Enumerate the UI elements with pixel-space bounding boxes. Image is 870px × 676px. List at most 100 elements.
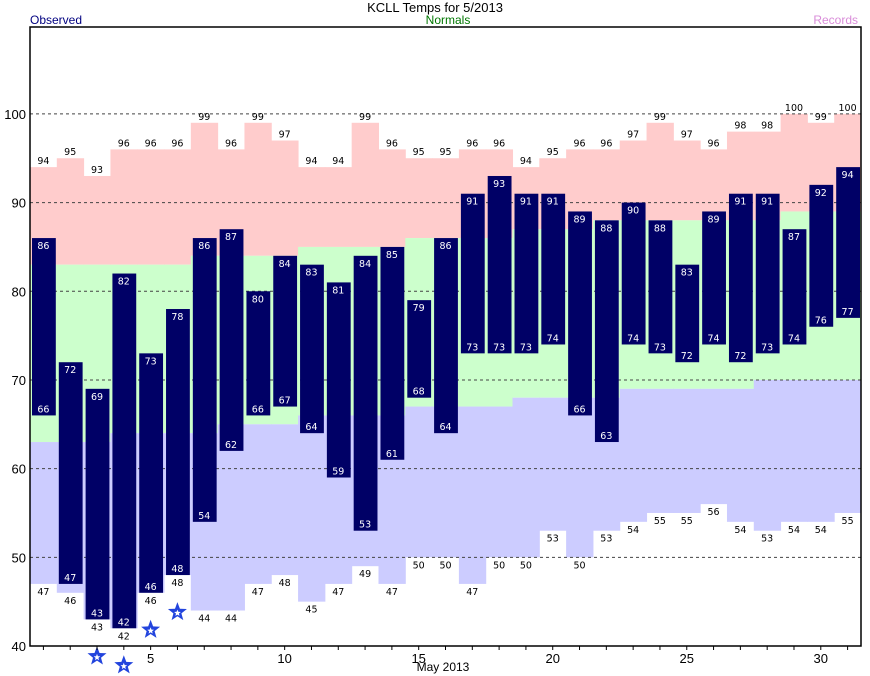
record-high-band <box>673 140 701 221</box>
record-low-label: 47 <box>466 587 478 598</box>
observed-low-label: 48 <box>171 564 183 575</box>
observed-high-label: 73 <box>145 356 157 367</box>
observed-high-label: 86 <box>37 241 49 252</box>
value-labels: 94 47 86 66 95 46 72 47 93 43 69 43 96 42 82 42 96 46 73 46… <box>37 103 856 642</box>
record-high-band <box>83 175 111 265</box>
record-low-band <box>539 397 567 531</box>
observed-high-label: 90 <box>627 206 639 217</box>
x-tick-label: 25 <box>680 651 694 666</box>
record-low-label: 54 <box>788 525 800 536</box>
y-tick-label: 70 <box>12 373 26 388</box>
record-low-label: 53 <box>547 534 559 545</box>
record-high-label: 94 <box>332 156 344 167</box>
record-low-band <box>566 397 594 558</box>
observed-bar <box>568 211 592 416</box>
observed-bar <box>460 193 485 354</box>
record-high-label: 96 <box>118 138 130 149</box>
record-high-band <box>324 167 353 247</box>
record-high-label: 95 <box>413 147 425 158</box>
observed-high-label: 79 <box>413 303 425 314</box>
record-high-label: 94 <box>520 156 532 167</box>
y-tick-label: 60 <box>12 462 26 477</box>
record-high-label: 99 <box>359 112 371 123</box>
record-low-band <box>780 379 808 522</box>
record-low-label: 53 <box>600 534 612 545</box>
record-low-band <box>485 406 514 558</box>
record-low-label: 50 <box>413 560 425 571</box>
observed-high-label: 88 <box>600 223 612 234</box>
observed-bar <box>434 238 458 434</box>
record-low-label: 54 <box>627 525 639 536</box>
record-high-label: 96 <box>171 138 183 149</box>
record-high-band <box>405 158 433 239</box>
record-low-label: 55 <box>654 516 666 527</box>
observed-low-label: 62 <box>225 440 237 451</box>
x-tick-label: 30 <box>814 651 828 666</box>
x-tick-label: 20 <box>545 651 559 666</box>
record-high-label: 97 <box>279 130 291 141</box>
observed-low-label: 63 <box>600 431 612 442</box>
record-high-label: 95 <box>64 147 76 158</box>
record-high-band <box>56 158 85 265</box>
observed-low-label: 43 <box>91 608 103 619</box>
legend-normals: Normals <box>426 13 471 27</box>
record-high-label: 96 <box>466 138 478 149</box>
record-high-band <box>244 122 272 256</box>
observed-low-label: 46 <box>145 582 157 593</box>
observed-high-label: 84 <box>279 259 291 270</box>
record-high-band <box>298 167 326 247</box>
record-high-band <box>432 158 460 239</box>
record-low-label: 46 <box>145 596 157 607</box>
record-low-label: 49 <box>359 569 371 580</box>
x-axis-label: May 2013 <box>417 660 470 674</box>
record-low-label: 50 <box>520 560 532 571</box>
record-low-band <box>726 388 755 522</box>
record-high-label: 96 <box>225 138 237 149</box>
record-low-star-center <box>120 662 128 670</box>
record-low-band <box>753 379 782 531</box>
observed-low-label: 74 <box>788 333 800 344</box>
record-low-label: 55 <box>842 516 854 527</box>
record-low-label: 56 <box>708 507 720 518</box>
legend-observed: Observed <box>30 13 82 27</box>
record-low-band <box>30 442 58 584</box>
observed-high-label: 83 <box>305 268 317 279</box>
record-low-band <box>646 388 674 513</box>
record-high-band <box>700 149 728 221</box>
observed-bar <box>300 264 324 434</box>
observed-high-label: 91 <box>761 197 773 208</box>
observed-high-label: 91 <box>734 197 746 208</box>
observed-high-label: 78 <box>171 312 183 323</box>
observed-high-label: 91 <box>466 197 478 208</box>
observed-high-label: 94 <box>842 170 854 181</box>
y-tick-label: 100 <box>4 107 26 122</box>
observed-bar <box>407 300 432 398</box>
record-high-band <box>110 149 138 265</box>
x-tick-label: 10 <box>277 651 291 666</box>
observed-bar <box>541 193 566 345</box>
observed-bar <box>273 255 298 407</box>
record-low-band <box>619 388 648 522</box>
record-low-band <box>512 397 540 558</box>
observed-bar <box>246 291 271 416</box>
observed-bar <box>139 353 164 593</box>
observed-low-label: 66 <box>252 404 264 415</box>
observed-bar <box>487 175 512 354</box>
record-high-label: 93 <box>91 165 103 176</box>
y-tick-label: 50 <box>12 550 26 565</box>
observed-bar <box>166 309 190 576</box>
record-low-label: 50 <box>493 560 505 571</box>
observed-low-label: 76 <box>815 316 827 327</box>
observed-bar <box>514 193 539 354</box>
record-high-band <box>190 122 219 256</box>
record-low-band <box>298 415 326 602</box>
record-high-band <box>137 149 165 265</box>
record-low-label: 42 <box>118 631 130 642</box>
record-low-label: 45 <box>305 605 317 616</box>
record-low-label: 50 <box>573 560 585 571</box>
observed-bar <box>836 167 860 318</box>
record-high-label: 97 <box>681 130 693 141</box>
record-high-band <box>271 140 299 256</box>
observed-high-label: 86 <box>198 241 210 252</box>
y-tick-label: 80 <box>12 284 26 299</box>
